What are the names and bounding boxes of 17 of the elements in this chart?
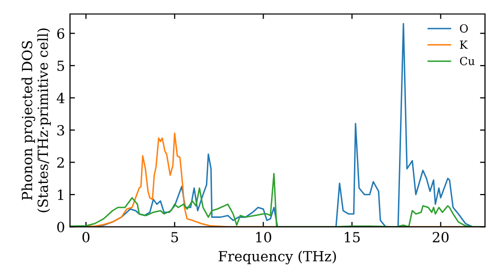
x-tick-label: 0	[82, 232, 90, 242]
legend-label: Cu	[460, 56, 475, 66]
y-tick-label: 6	[57, 28, 64, 39]
y-tick-label: 2	[57, 157, 64, 168]
x-tick-label: 10	[256, 232, 272, 242]
y-tick-label: 1	[58, 190, 64, 200]
x-axis-title: Frequency (THz)	[218, 250, 336, 264]
y-tick-label: 4	[56, 92, 64, 104]
legend-label: K	[460, 40, 468, 49]
x-tick-label: 15	[344, 232, 360, 242]
y-tick-label: 3	[57, 125, 64, 136]
y-axis-title: Phonon projected DOS (States/THz·primitive cell)	[22, 28, 51, 212]
x-tick-label: 20	[432, 232, 449, 242]
y-tick-label: 0	[57, 222, 64, 232]
y-tick-label: 5	[57, 60, 64, 72]
x-tick-label: 5	[171, 232, 178, 242]
legend-label: O	[460, 24, 468, 33]
